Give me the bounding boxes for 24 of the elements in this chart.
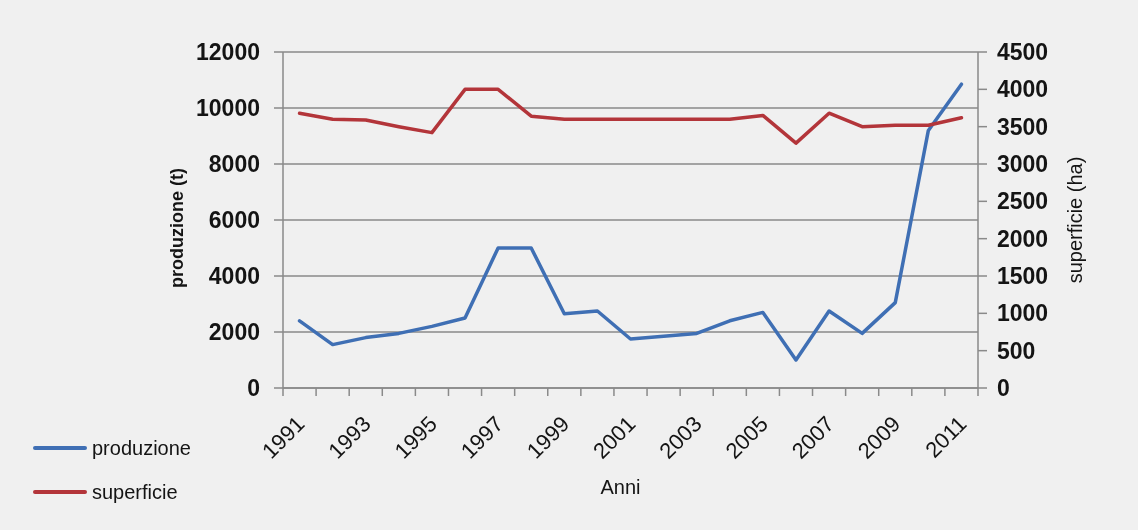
legend-label: superficie [92,480,178,504]
y-tick-label: 4000 [208,263,260,290]
y2-tick-label: 0 [997,375,1010,402]
line-series [297,87,964,145]
line-series [297,82,964,362]
y2-tick-label: 4000 [997,76,1049,103]
y2-tick-label: 3500 [997,113,1049,140]
y2-axis-title: superficie (ha) [1064,156,1086,284]
y-tick-label: 8000 [208,151,260,178]
legend-label: produzione [92,436,191,460]
x-axis-title: Anni [600,476,641,498]
y-tick-label: 6000 [208,207,260,234]
y-tick-label: 12000 [196,39,260,66]
y-tick-label: 0 [247,375,260,402]
y2-tick-label: 3000 [997,151,1049,178]
y-tick-label: 2000 [208,319,260,346]
y-axis-title: produzione (t) [167,168,187,288]
y-tick-label: 10000 [196,95,260,122]
y2-tick-label: 4500 [997,39,1049,66]
y2-tick-label: 1000 [997,300,1049,327]
y2-tick-label: 2500 [997,188,1049,215]
y2-tick-label: 500 [997,337,1036,364]
y2-tick-label: 1500 [997,263,1049,290]
y2-tick-label: 2000 [997,225,1049,252]
